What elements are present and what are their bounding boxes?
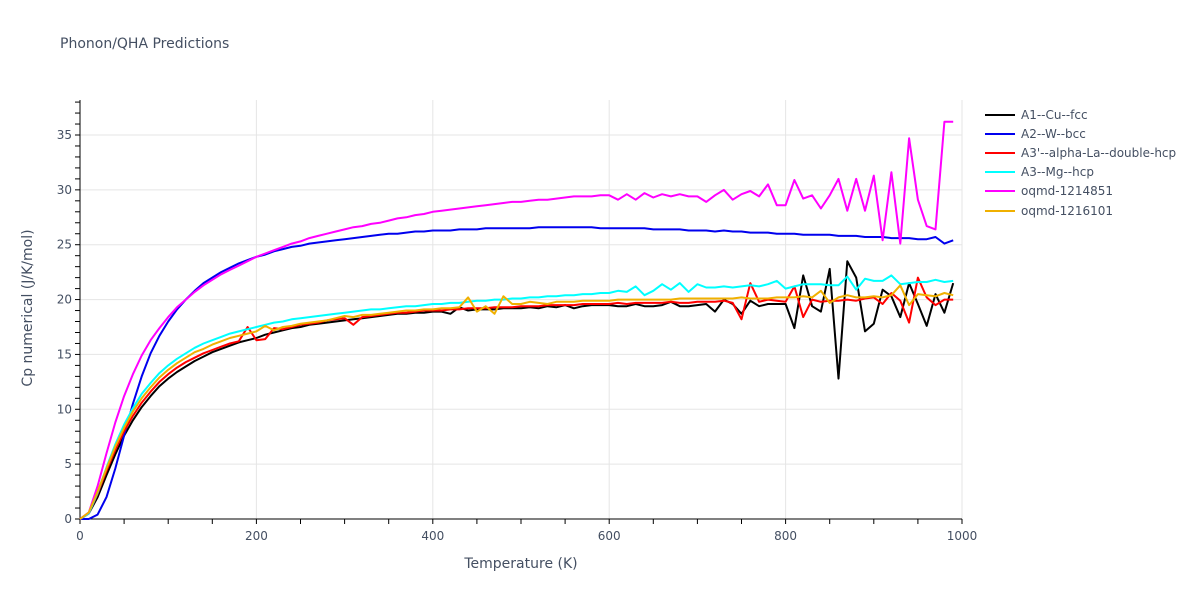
axes: 0 200 400 600 800 1000 0 5 10 15 20 25 30 35 xyxy=(57,100,978,543)
legend-label: A2--W--bcc xyxy=(1021,126,1086,141)
legend-item[interactable]: A3'--alpha-La--double-hcp xyxy=(985,143,1176,162)
legend-swatch-icon xyxy=(985,209,1015,212)
y-tick-label: 35 xyxy=(57,128,72,142)
legend-item[interactable]: A2--W--bcc xyxy=(985,124,1176,143)
legend-label: A1--Cu--fcc xyxy=(1021,107,1088,122)
x-tick-label: 800 xyxy=(774,529,797,543)
legend-item[interactable]: A3--Mg--hcp xyxy=(985,163,1176,182)
legend-swatch-icon xyxy=(985,190,1015,193)
legend-label: A3'--alpha-La--double-hcp xyxy=(1021,145,1177,160)
x-tick-label: 0 xyxy=(76,529,84,543)
y-tick-label: 15 xyxy=(57,347,72,361)
gridlines xyxy=(80,100,963,519)
data-lines xyxy=(79,120,955,520)
legend-label: oqmd-1216101 xyxy=(1021,203,1114,218)
y-tick-label: 30 xyxy=(57,183,72,197)
y-tick-label: 0 xyxy=(64,512,72,526)
legend-item[interactable]: oqmd-1216101 xyxy=(985,201,1176,220)
legend-swatch-icon xyxy=(985,151,1015,154)
legend-item[interactable]: A1--Cu--fcc xyxy=(985,105,1176,124)
legend-swatch-icon xyxy=(985,132,1015,135)
y-tick-label: 5 xyxy=(64,457,72,471)
legend-swatch-icon xyxy=(985,171,1015,174)
series-line-0 xyxy=(79,260,955,520)
legend: A1--Cu--fcc A2--W--bcc A3'--alpha-La--doub… xyxy=(985,105,1176,220)
x-tick-label: 600 xyxy=(598,529,621,543)
series-line-5 xyxy=(79,284,954,520)
series-line-1 xyxy=(80,226,954,520)
y-axis-title: Cp numerical (J/K/mol) xyxy=(20,229,36,386)
x-tick-label: 400 xyxy=(421,529,444,543)
series-line-3 xyxy=(79,274,954,520)
y-tick-label: 10 xyxy=(57,402,72,416)
x-tick-label: 200 xyxy=(245,529,268,543)
series-line-4 xyxy=(79,120,954,520)
chart-title: Phonon/QHA Predictions xyxy=(60,36,230,52)
series-line-2 xyxy=(79,276,954,520)
x-tick-label: 1000 xyxy=(947,529,978,543)
legend-label: oqmd-1214851 xyxy=(1021,184,1114,199)
legend-swatch-icon xyxy=(985,113,1015,116)
y-tick-label: 20 xyxy=(57,293,72,307)
y-tick-label: 25 xyxy=(57,238,72,252)
x-axis-title: Temperature (K) xyxy=(463,556,577,572)
legend-label: A3--Mg--hcp xyxy=(1021,165,1094,180)
legend-item[interactable]: oqmd-1214851 xyxy=(985,182,1176,201)
